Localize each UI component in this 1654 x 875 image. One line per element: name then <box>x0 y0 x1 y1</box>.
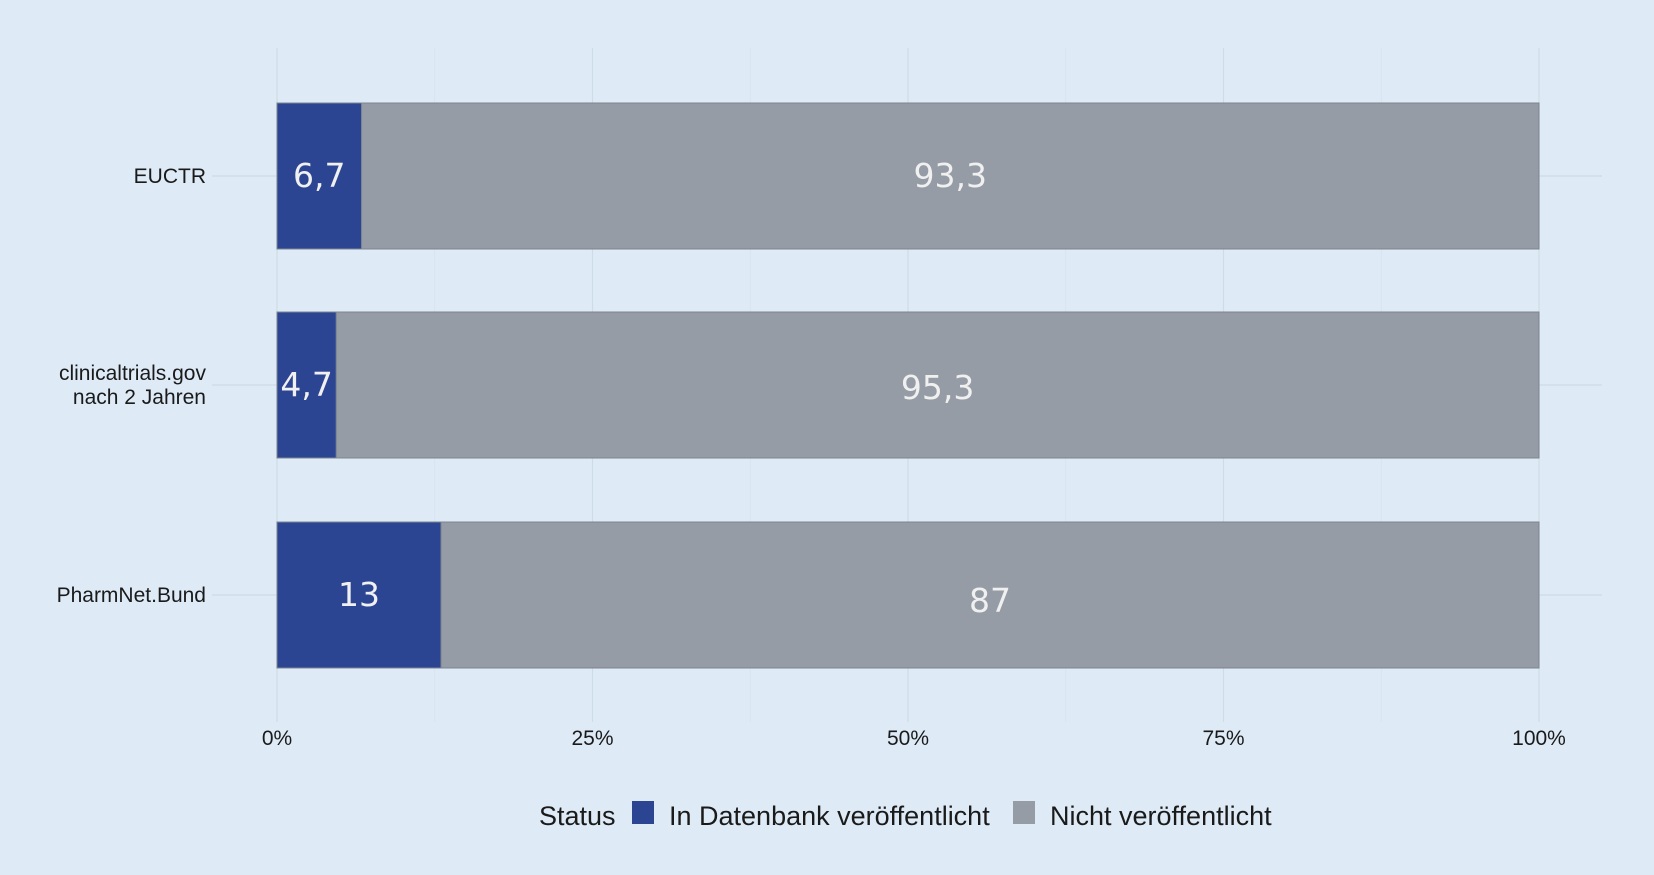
legend-swatch <box>1013 801 1035 824</box>
data-label: 87 <box>969 581 1011 620</box>
bar-segment-not-published <box>440 521 1540 669</box>
legend-label: In Datenbank veröffentlicht <box>669 801 990 831</box>
x-tick-label: 25% <box>571 727 613 750</box>
bar-segment-not-published <box>361 102 1540 250</box>
x-tick-label: 50% <box>887 727 929 750</box>
data-label: 6,7 <box>293 156 345 195</box>
category-label: PharmNet.Bund <box>57 584 206 607</box>
data-label: 95,3 <box>901 368 974 407</box>
data-label: 93,3 <box>914 156 987 195</box>
x-tick-label: 0% <box>262 727 292 750</box>
category-labels: EUCTR clinicaltrials.gov nach 2 Jahren Phar… <box>57 165 207 607</box>
category-label: clinicaltrials.gov nach 2 Jahren <box>59 362 207 409</box>
legend-swatch <box>632 801 654 824</box>
legend: Status In Datenbank veröffentlicht Nicht … <box>539 801 1272 831</box>
bar-segment-published <box>276 521 442 669</box>
bar-segment-published <box>276 311 337 459</box>
category-label: EUCTR <box>134 165 206 188</box>
legend-title: Status <box>539 801 616 831</box>
legend-label: Nicht veröffentlicht <box>1050 801 1272 831</box>
data-label: 4,7 <box>280 365 332 404</box>
bar-segment-not-published <box>335 311 1540 459</box>
x-tick-label: 100% <box>1512 727 1566 750</box>
bar-segment-published <box>276 102 363 250</box>
x-axis-tick-labels: 0% 25% 50% 75% 100% <box>262 727 1566 750</box>
x-tick-label: 75% <box>1202 727 1244 750</box>
bars-group: 6,7 93,3 4,7 95,3 13 87 <box>276 102 1540 669</box>
data-label: 13 <box>338 575 380 614</box>
